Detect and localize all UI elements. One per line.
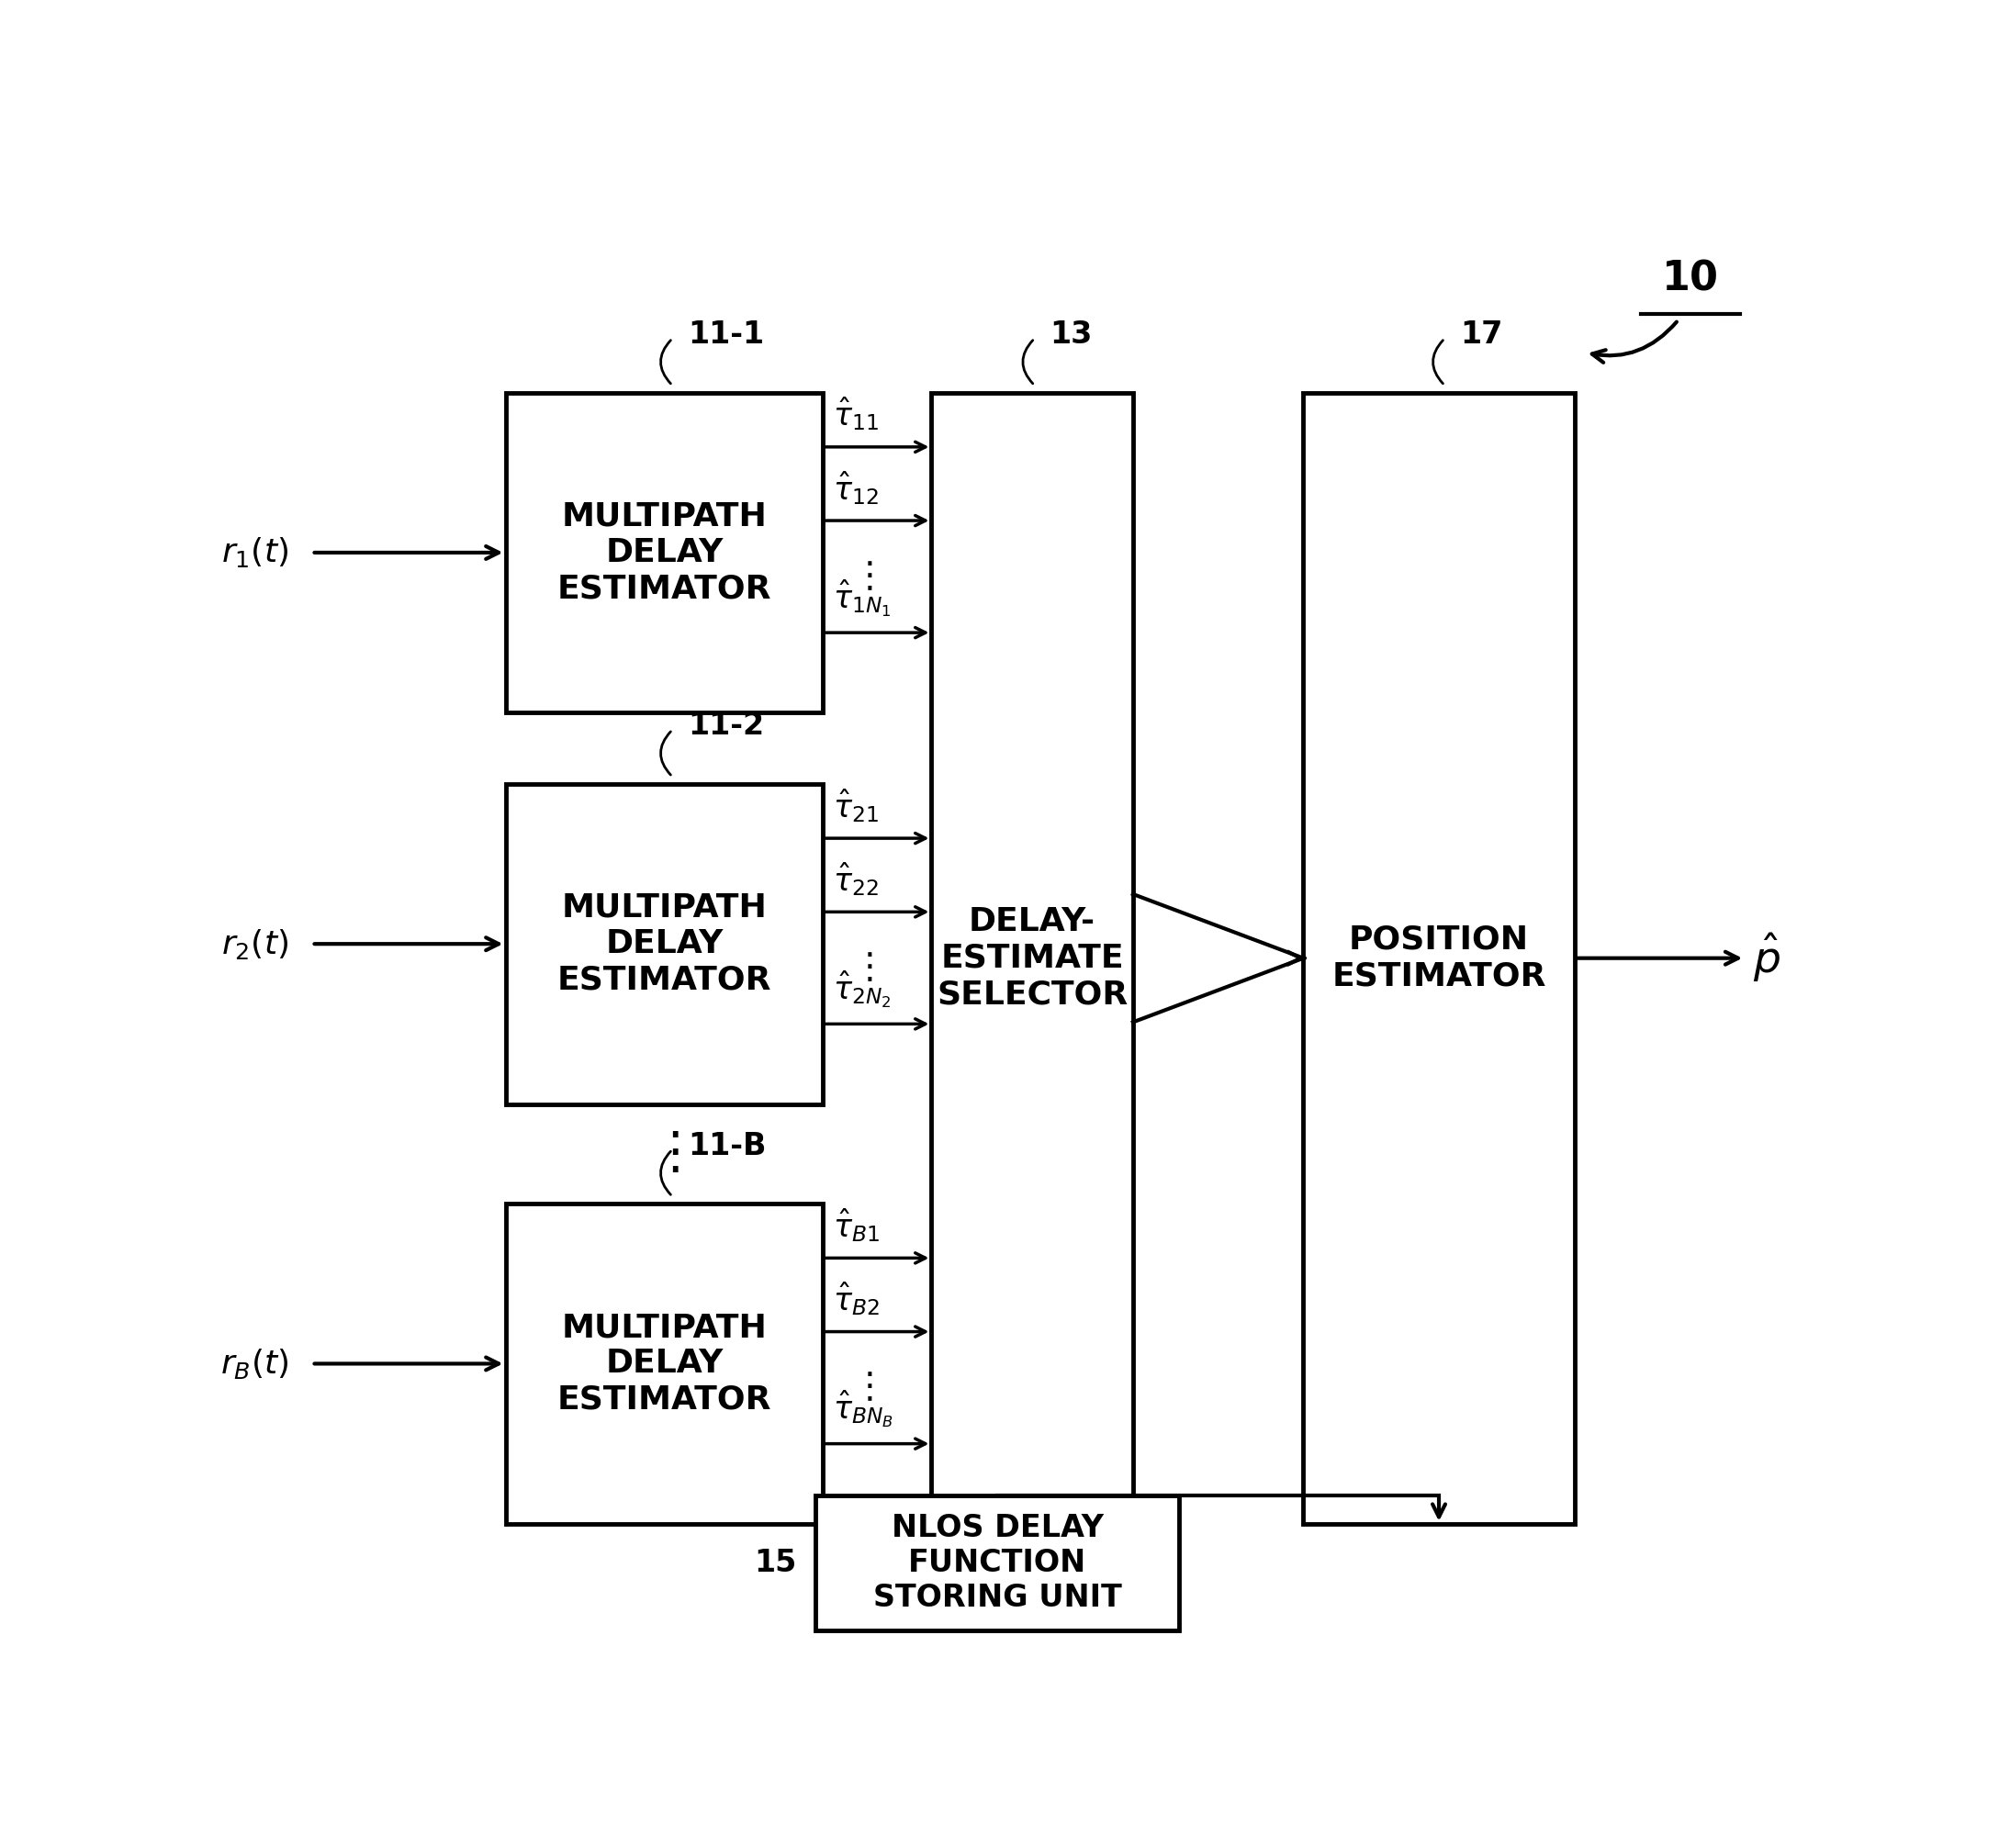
Text: MULTIPATH
DELAY
ESTIMATOR: MULTIPATH DELAY ESTIMATOR [558,893,772,996]
Text: $\hat{\tau}_{11}$: $\hat{\tau}_{11}$ [832,395,878,432]
Text: 11-B: 11-B [688,1131,766,1161]
Text: POSITION
ESTIMATOR: POSITION ESTIMATOR [1331,924,1545,992]
Text: $\hat{\tau}_{B1}$: $\hat{\tau}_{B1}$ [832,1207,880,1244]
Text: NLOS DELAY
FUNCTION
STORING UNIT: NLOS DELAY FUNCTION STORING UNIT [874,1514,1121,1613]
Text: $r_1(t)$: $r_1(t)$ [222,536,288,569]
Bar [506,1203,824,1525]
Text: $\hat{\tau}_{22}$: $\hat{\tau}_{22}$ [832,859,878,898]
Text: $\hat{\tau}_{1N_1}$: $\hat{\tau}_{1N_1}$ [832,577,892,619]
Text: $\hat{\tau}_{2N_2}$: $\hat{\tau}_{2N_2}$ [832,968,892,1009]
Text: 10: 10 [1663,259,1719,298]
Text: DELAY-
ESTIMATE
SELECTOR: DELAY- ESTIMATE SELECTOR [938,906,1127,1009]
Text: $\vdots$: $\vdots$ [852,950,872,985]
Text: $\hat{\tau}_{12}$: $\hat{\tau}_{12}$ [832,469,878,506]
Text: $\hat{\tau}_{BN_B}$: $\hat{\tau}_{BN_B}$ [832,1388,894,1430]
Text: 13: 13 [1049,320,1093,349]
Text: $\vdots$: $\vdots$ [650,1129,680,1179]
Bar [816,1495,1179,1630]
Text: 11-2: 11-2 [688,711,764,741]
Text: 17: 17 [1459,320,1503,349]
Text: $\vdots$: $\vdots$ [852,560,872,593]
Bar [1303,392,1575,1525]
Text: 11-1: 11-1 [688,320,764,349]
Bar [506,784,824,1103]
Text: $\hat{\tau}_{21}$: $\hat{\tau}_{21}$ [832,787,878,824]
Text: 15: 15 [754,1549,798,1578]
Bar [506,392,824,713]
Bar [932,392,1133,1525]
Text: MULTIPATH
DELAY
ESTIMATOR: MULTIPATH DELAY ESTIMATOR [558,1312,772,1416]
Text: $\hat{p}$: $\hat{p}$ [1753,931,1781,985]
Text: $r_B(t)$: $r_B(t)$ [220,1347,288,1380]
Text: $r_2(t)$: $r_2(t)$ [222,928,288,961]
Text: $\hat{\tau}_{B2}$: $\hat{\tau}_{B2}$ [832,1281,880,1318]
Text: MULTIPATH
DELAY
ESTIMATOR: MULTIPATH DELAY ESTIMATOR [558,501,772,604]
Text: $\vdots$: $\vdots$ [852,1369,872,1404]
